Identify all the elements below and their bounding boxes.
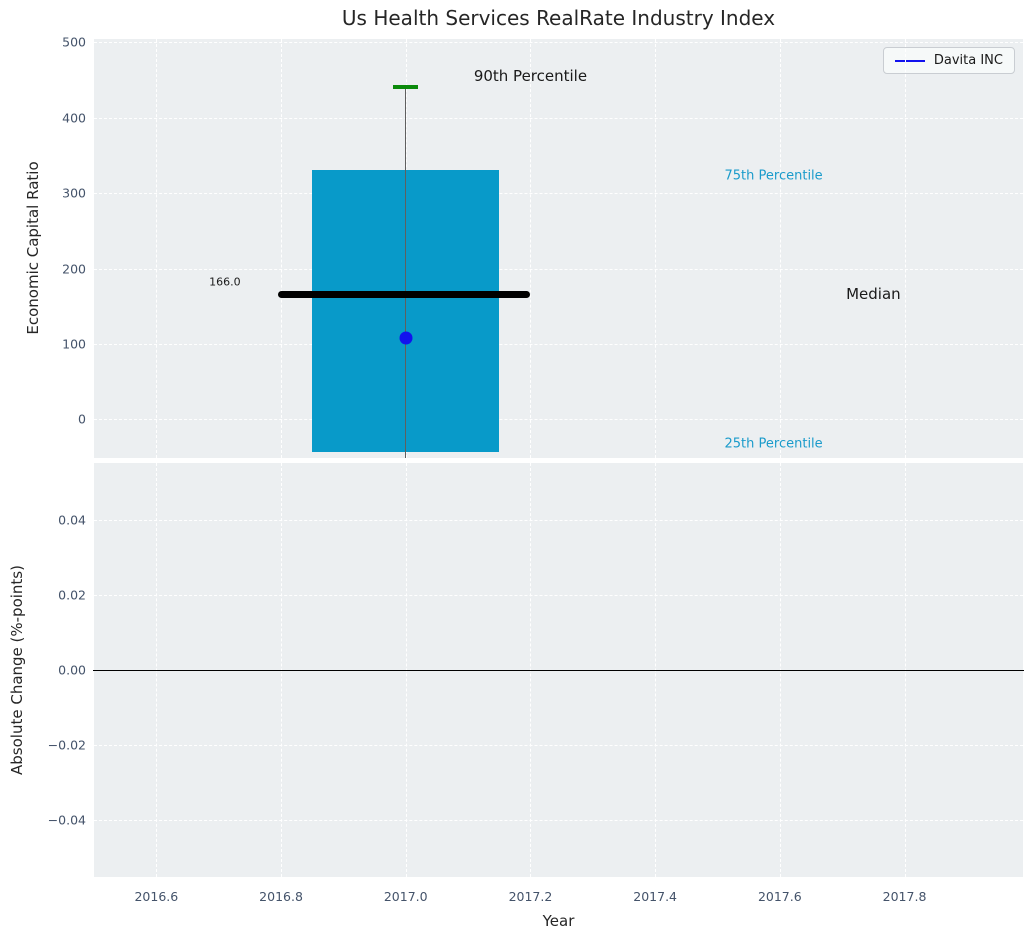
median-line [277,290,531,298]
annotation: 75th Percentile [724,168,823,184]
y-tick-label: 0 [78,411,86,427]
x-tick-label: 2016.6 [134,889,179,904]
bottom-plot-area: 0.04 0.02 0.00 −0.02 −0.04 2016.6 2016.8 2017.0… [48,463,1024,904]
x-axis-label: Year [542,912,575,930]
whisker-line [404,87,407,458]
annotation: 25th Percentile [724,436,823,452]
y-tick-label: 100 [62,336,86,352]
legend-line-icon [894,59,925,62]
y-tick-label: −0.02 [47,737,86,753]
y-tick-label: 300 [62,185,86,201]
y-tick-label: 200 [62,261,86,276]
x-tick-label: 2017.4 [633,889,678,904]
gridline-vertical [779,39,781,458]
x-tick-label: 2017.2 [508,889,553,904]
gridline-horizontal [94,819,1023,821]
y-tick-label: 400 [62,110,86,125]
gridline-vertical [904,39,906,458]
gridline-vertical [156,39,158,458]
y-tick-label: 0.00 [58,662,86,678]
gridline-vertical [530,39,532,458]
y-axis-label-bottom: Absolute Change (%-points) [8,565,26,775]
gridline-horizontal [94,193,1023,194]
gridline-horizontal [94,595,1023,597]
gridline-vertical [655,39,657,458]
zero-line [93,670,1024,671]
company-point [399,331,413,345]
gridline-horizontal [94,744,1023,746]
gridline-horizontal [94,42,1023,44]
gridline-horizontal [94,117,1023,119]
annotation: 166.0 [209,275,241,289]
y-tick-label: −0.04 [47,812,86,828]
chart-title: Us Health Services RealRate Industry Ind… [341,6,776,30]
gridline-horizontal [94,344,1023,345]
x-tick-label: 2017.8 [882,889,927,904]
gridline-horizontal [94,268,1023,270]
y-tick-label: 500 [62,34,86,50]
legend: Davita INC [882,47,1015,74]
x-tick-label: 2017.6 [757,889,802,904]
x-tick-label: 2017.0 [383,889,428,904]
gridline-horizontal [94,520,1023,522]
gridline-vertical [281,39,283,458]
y-tick-label: 0.02 [58,587,86,603]
legend-label: Davita INC [933,53,1003,68]
annotation: 90th Percentile [473,66,588,85]
top-plot-area: Davita INC 0 100 200 300 400 500 90th Percenti… [62,35,1023,458]
x-tick-label: 2016.8 [259,889,303,904]
y-tick-label: 0.04 [58,512,86,528]
y-axis-label-top: Economic Capital Ratio [24,161,42,335]
gridline-horizontal [94,419,1023,421]
cap-90th-percentile [393,85,419,90]
annotation: Median [846,285,901,304]
